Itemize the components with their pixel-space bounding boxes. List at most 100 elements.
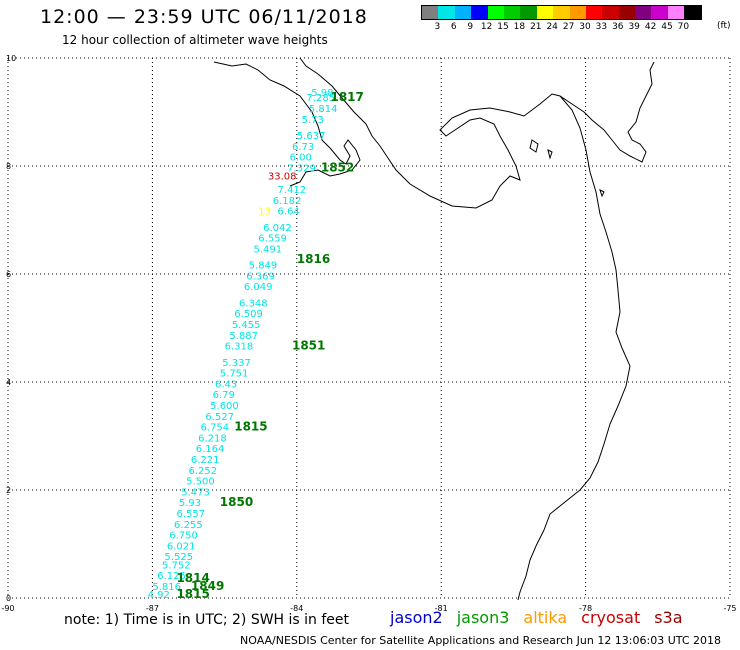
pass-time-label: 1815 <box>176 587 209 601</box>
wave-height-reading: 5.337 <box>222 358 251 369</box>
legend-label: 6 <box>450 22 457 32</box>
grid-lines <box>7 57 731 599</box>
legend-swatch <box>471 6 488 19</box>
wave-height-reading: 7.412 <box>278 185 307 196</box>
wave-height-reading: 5.752 <box>162 560 191 571</box>
map-subtitle: 12 hour collection of altimeter wave hei… <box>62 33 328 47</box>
legend-label: 18 <box>513 22 526 32</box>
legend-label: 30 <box>579 22 591 32</box>
wave-height-reading: 5.500 <box>186 477 215 488</box>
legend-labels: 3 6 9 12 15 18 21 24 27 30 33 36 39 42 45 70 <box>421 22 702 34</box>
y-tick-label: 10 <box>6 54 16 63</box>
x-tick-label: -90 <box>1 604 14 613</box>
coastline <box>213 57 655 601</box>
island-outline <box>529 139 605 198</box>
legend-label: 27 <box>562 22 575 32</box>
x-tick-label: -81 <box>435 604 448 613</box>
legend-swatch <box>635 6 652 19</box>
wave-height-reading: 7.285 <box>306 93 335 104</box>
wave-height-reading: 6.348 <box>239 298 268 309</box>
legend-swatch <box>569 6 586 19</box>
coastline-path <box>213 57 655 601</box>
wave-height-reading: 5.455 <box>232 320 261 331</box>
legend-swatch <box>422 6 439 19</box>
wave-height-reading: 6.182 <box>273 196 302 207</box>
x-tick-label: -75 <box>723 604 736 613</box>
wave-height-reading: 6.369 <box>246 271 275 282</box>
y-tick-label: 0 <box>6 594 11 603</box>
wave-height-reading: 5.637 <box>297 131 326 142</box>
legend-swatch <box>454 6 472 19</box>
wave-height-reading: 6.559 <box>258 234 287 245</box>
map-frame <box>8 58 730 598</box>
y-tick-label: 2 <box>6 486 11 495</box>
legend-swatch <box>602 6 619 19</box>
legend-swatch <box>520 6 537 19</box>
wave-height-reading: 6.754 <box>201 423 230 434</box>
y-tick-label: 6 <box>6 270 11 279</box>
pass-time-label: 1851 <box>292 339 325 353</box>
wave-height-reading: 6.318 <box>225 342 254 353</box>
wave-height-reading: 6.164 <box>196 444 225 455</box>
wave-height-reading: 6.557 <box>176 509 205 520</box>
wave-height-reading: 5.93 <box>179 498 201 509</box>
legend-label: 70 <box>677 22 690 32</box>
wave-height-reading: 5.887 <box>229 331 258 342</box>
wave-height-reading: 5.491 <box>253 244 282 255</box>
pass-time-label: 1852 <box>321 160 354 174</box>
wave-height-reading: 6.255 <box>174 520 203 531</box>
pass-time-label: 1814 <box>176 571 209 585</box>
wave-height-reading: 33.08 <box>268 172 297 183</box>
legend-swatch <box>487 6 504 19</box>
wave-height-reading: 5.525 <box>164 552 193 563</box>
wave-height-reading: 5.849 <box>249 261 278 272</box>
wave-height-reading: 6.750 <box>169 531 198 542</box>
legend-swatch <box>438 6 455 19</box>
wave-height-reading: 6.252 <box>189 466 218 477</box>
color-legend: 3 6 9 12 15 18 21 24 27 30 33 36 39 42 45 70 (ft) <box>421 5 731 34</box>
legend-swatch <box>585 6 603 19</box>
legend-label: 36 <box>612 22 624 32</box>
y-tick-label: 4 <box>6 378 11 387</box>
legend-label: 9 <box>467 22 474 32</box>
legend-label: 12 <box>480 22 493 32</box>
wave-height-reading: 13 <box>258 207 271 218</box>
wave-height-reading: 6.509 <box>234 309 263 320</box>
legend-swatch <box>651 6 668 19</box>
footer-note: note: 1) Time is in UTC; 2) SWH is in fe… <box>64 612 350 628</box>
wave-height-reading: 6.73 <box>292 142 314 153</box>
wave-height-reading: 6.64 <box>278 207 300 218</box>
legend-swatch <box>503 6 521 19</box>
satellite-legend: jason2 jason3 altika cryosat s3a <box>390 608 697 627</box>
legend-swatch <box>536 6 554 19</box>
legend-swatch <box>684 6 701 19</box>
legend-label: 3 <box>434 22 441 32</box>
legend-swatch <box>618 6 636 19</box>
wave-height-reading: 5.816 <box>152 582 181 593</box>
wave-height-reading: 6.049 <box>244 282 273 293</box>
credit-line: NOAA/NESDIS Center for Satellite Applica… <box>240 634 722 647</box>
wave-height-reading: 6.221 <box>191 455 220 466</box>
wave-height-reading: 6.43 <box>215 379 237 390</box>
wave-height-reading: 5.73 <box>302 115 324 126</box>
pass-time-label: 1849 <box>191 579 224 593</box>
wave-height-reading: 6.042 <box>263 223 292 234</box>
wave-height-reading: 6.021 <box>167 541 196 552</box>
legend-swatch <box>667 6 685 19</box>
wave-height-reading: 4.92 <box>148 590 170 601</box>
legend-label: 33 <box>595 22 608 32</box>
x-tick-label: -78 <box>579 604 592 613</box>
satellite-name: cryosat <box>581 608 641 627</box>
wave-height-reading: 6.79 <box>213 390 235 401</box>
legend-unit: (ft) <box>717 21 731 31</box>
satellite-name: jason2 <box>390 608 443 627</box>
wave-height-reading: 5.98 <box>311 88 333 99</box>
legend-label: 45 <box>661 22 673 32</box>
satellite-name: s3a <box>654 608 683 627</box>
wave-height-reading: 7.329 <box>287 163 316 174</box>
wave-height-reading: 6.527 <box>205 412 234 423</box>
legend-label: 21 <box>530 22 542 32</box>
